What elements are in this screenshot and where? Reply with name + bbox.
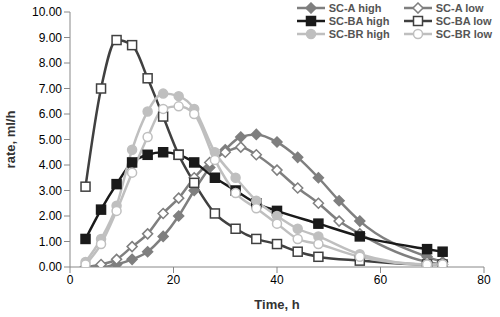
svg-text:6.00: 6.00 — [39, 107, 63, 121]
svg-text:2.00: 2.00 — [39, 209, 63, 223]
svg-text:80: 80 — [477, 273, 491, 287]
html-text:SC-A high: SC-A high — [328, 2, 382, 14]
svg-text:rate, ml/h: rate, ml/h — [8, 111, 18, 169]
svg-text:4.00: 4.00 — [39, 158, 63, 172]
html-text:SC-BA high: SC-BA high — [328, 15, 390, 27]
svg-text:Time, h: Time, h — [254, 297, 299, 312]
html-text:SC-A low: SC-A low — [435, 2, 484, 14]
svg-text:3.00: 3.00 — [39, 184, 63, 198]
svg-text:0: 0 — [67, 273, 74, 287]
svg-text:10.00: 10.00 — [32, 5, 62, 19]
html-text:SC-BA low: SC-BA low — [435, 15, 492, 27]
html-text:SC-BR high: SC-BR high — [328, 28, 390, 40]
svg-text:0.00: 0.00 — [39, 260, 63, 274]
svg-text:20: 20 — [167, 273, 181, 287]
svg-text:60: 60 — [374, 273, 388, 287]
svg-text:5.00: 5.00 — [39, 133, 63, 147]
svg-text:1.00: 1.00 — [39, 235, 63, 249]
html-text:SC-BR low: SC-BR low — [435, 28, 492, 40]
svg-text:7.00: 7.00 — [39, 82, 63, 96]
svg-text:40: 40 — [270, 273, 284, 287]
svg-text:8.00: 8.00 — [39, 56, 63, 70]
svg-text:9.00: 9.00 — [39, 31, 63, 45]
